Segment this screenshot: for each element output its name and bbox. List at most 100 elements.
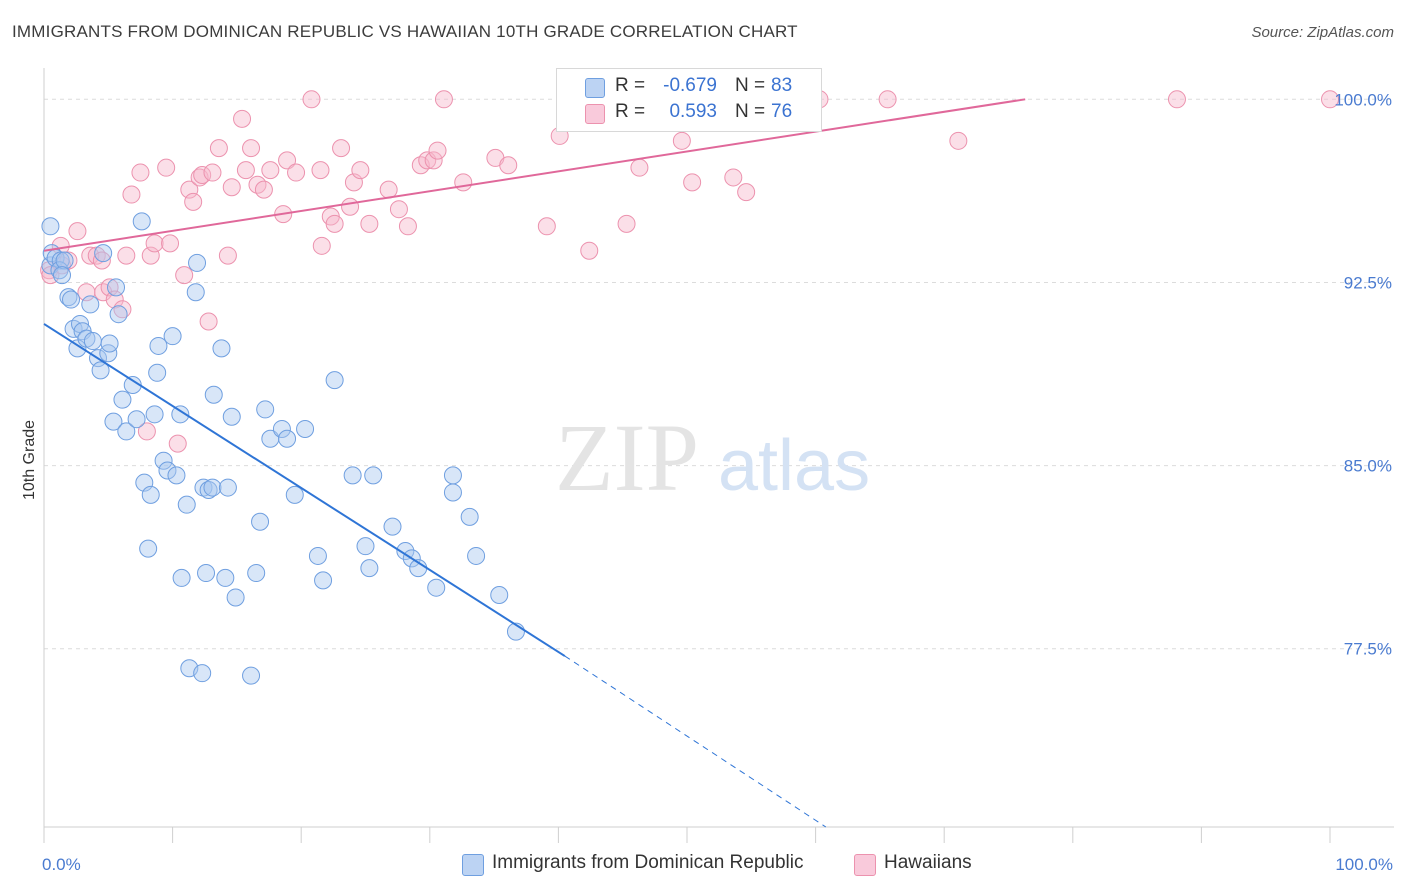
- hawaiian-point: [351, 161, 370, 180]
- dominican-point: [91, 361, 110, 380]
- dominican-point: [177, 495, 196, 514]
- dominican-point: [148, 363, 167, 382]
- hawaiian-point: [145, 234, 164, 253]
- hawaiian-point: [203, 163, 222, 182]
- dominican-point: [167, 466, 186, 485]
- hawaiian-point: [389, 200, 408, 219]
- dominican-point: [193, 664, 212, 683]
- dominican-point: [251, 512, 270, 531]
- hawaiian-point: [199, 312, 218, 331]
- dominican-point: [285, 485, 304, 504]
- hawaiian-point: [218, 246, 237, 265]
- hawaiian-point: [341, 197, 360, 216]
- hawaiian-point: [233, 109, 252, 128]
- dominican-point: [314, 571, 333, 590]
- dominican-point: [186, 283, 205, 302]
- legend-swatch-blue: [585, 78, 605, 98]
- dominican-trend-line: [43, 323, 566, 657]
- dominican-point: [197, 564, 216, 583]
- dominican-point: [171, 405, 190, 424]
- dominican-point: [203, 478, 222, 497]
- dominican-point: [68, 339, 87, 358]
- dominican-point: [364, 466, 383, 485]
- chart-title: IMMIGRANTS FROM DOMINICAN REPUBLIC VS HA…: [12, 22, 798, 41]
- hawaiian-point: [311, 161, 330, 180]
- y-tick-label: 100.0%: [1334, 90, 1392, 109]
- hawaiian-point: [278, 151, 297, 170]
- dominican-point: [113, 390, 132, 409]
- dominican-point: [172, 568, 191, 587]
- hawaiian-point: [302, 90, 321, 109]
- dominican-point: [460, 507, 479, 526]
- hawaiian-point: [1321, 90, 1339, 109]
- y-tick-label: 92.5%: [1344, 273, 1392, 292]
- dominican-point: [343, 466, 362, 485]
- dominican-point: [145, 405, 164, 424]
- hawaiian-point: [68, 222, 87, 241]
- hawaiian-point: [312, 236, 331, 255]
- hawaiian-point: [537, 217, 556, 236]
- dominican-point: [188, 253, 207, 272]
- legend-n-label: N =: [735, 101, 766, 122]
- dominican-point: [149, 336, 168, 355]
- hawaiian-point: [137, 422, 156, 441]
- legend-n-label: N =: [735, 75, 766, 96]
- dominican-point: [325, 371, 344, 390]
- dominican-point: [356, 537, 375, 556]
- dominican-point: [247, 564, 266, 583]
- hawaiian-point: [209, 139, 228, 158]
- dominican-point: [218, 478, 237, 497]
- hawaiian-point: [878, 90, 897, 109]
- dominican-point: [204, 385, 223, 404]
- hawaiian-point: [428, 141, 447, 160]
- dominican-point: [383, 517, 402, 536]
- legend-n-value: 76: [771, 101, 793, 122]
- hawaiian-point: [332, 139, 351, 158]
- dominican-point: [296, 419, 315, 438]
- legend-n-value: 83: [771, 75, 793, 96]
- dominican-point: [127, 410, 146, 429]
- dominican-point: [51, 251, 70, 270]
- dominican-point: [94, 244, 113, 263]
- dominican-point: [59, 288, 78, 307]
- dominican-point: [216, 568, 235, 587]
- hawaiian-point: [398, 217, 417, 236]
- dominican-point: [55, 251, 74, 270]
- axes: [43, 68, 1394, 843]
- hawaiian-point: [630, 158, 649, 177]
- hawaiian-point: [434, 90, 453, 109]
- hawaiian-point: [287, 163, 306, 182]
- dominican-point: [132, 212, 151, 231]
- dominican-point: [467, 546, 486, 565]
- dominican-point: [226, 588, 245, 607]
- dominican-point: [41, 217, 60, 236]
- dominican-point: [443, 466, 462, 485]
- dominican-point: [83, 332, 102, 351]
- dominican-point: [62, 290, 81, 309]
- hawaiian-point: [454, 173, 473, 192]
- dominican-point: [443, 483, 462, 502]
- x-tick-label: 100.0%: [1335, 855, 1393, 874]
- hawaiian-point: [949, 131, 968, 150]
- hawaiian-point: [683, 173, 702, 192]
- watermark-zip: ZIP: [555, 404, 699, 511]
- hawaiian-point: [737, 183, 756, 202]
- hawaiian-point: [92, 251, 111, 270]
- legend-r-label: R =: [615, 101, 646, 122]
- dominican-point: [256, 400, 275, 419]
- hawaiian-point: [1167, 90, 1186, 109]
- dominican-point: [81, 295, 100, 314]
- hawaiian-trend-line: [43, 98, 1026, 252]
- hawaiian-point: [117, 246, 136, 265]
- hawaiian-point: [193, 166, 212, 185]
- legend-r-value: 0.593: [669, 101, 717, 122]
- hawaiian-point: [161, 234, 180, 253]
- dominican-point: [104, 412, 123, 431]
- hawaiian-point: [424, 151, 443, 170]
- hawaiian-point: [617, 214, 636, 233]
- hawaiian-point: [325, 214, 344, 233]
- dominican-point: [308, 546, 327, 565]
- dominican-point: [99, 344, 118, 363]
- correlation-legend: R = -0.679 N = 83 R = 0.593 N = 76: [556, 68, 822, 132]
- legend-row-hawaiians: R = 0.593 N = 76: [557, 101, 821, 127]
